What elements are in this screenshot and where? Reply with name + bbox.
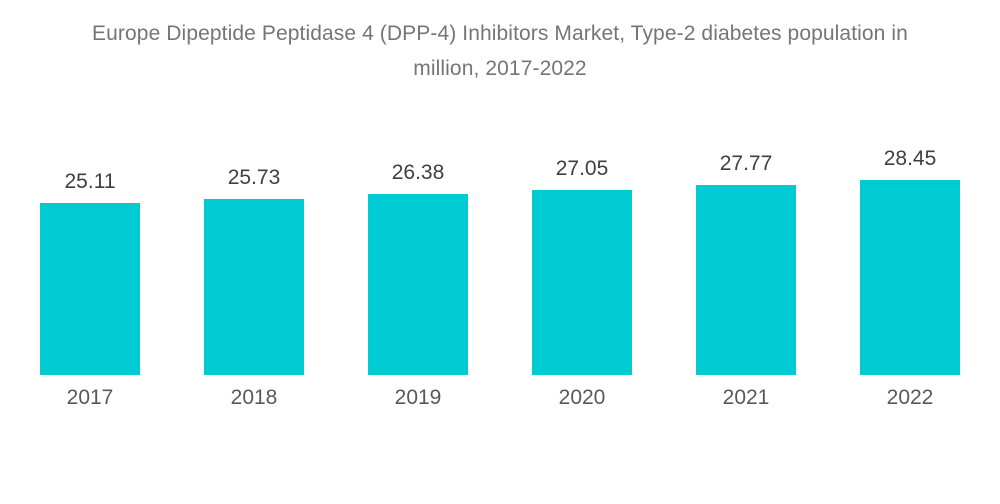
bar-column: 28.45 2022: [828, 147, 992, 410]
chart-title: Europe Dipeptide Peptidase 4 (DPP-4) Inh…: [0, 16, 1000, 86]
bar-value-label: 27.05: [555, 157, 609, 180]
bar-column: 26.38 2019: [336, 161, 500, 410]
bar: [696, 185, 796, 375]
bar-year-label: 2017: [66, 386, 114, 409]
bar-year-label: 2022: [886, 386, 934, 409]
bar-value-label: 26.38: [391, 161, 445, 184]
bar-year-label: 2018: [230, 386, 278, 409]
bar-value-label: 25.11: [64, 170, 116, 193]
bar: [860, 180, 960, 375]
bar-chart: 25.11 2017 25.73 2018 26.38 2019 27.05 2020 27.7…: [0, 147, 1000, 410]
bar: [40, 203, 140, 375]
bar-column: 27.77 2021: [664, 152, 828, 410]
bar-value-label: 25.73: [227, 166, 281, 189]
bar-year-label: 2021: [722, 386, 770, 409]
bar-value-label: 27.77: [719, 152, 773, 175]
bar-column: 25.73 2018: [172, 166, 336, 410]
bar-value-label: 28.45: [883, 147, 937, 170]
bar: [368, 194, 468, 375]
bar-column: 27.05 2020: [500, 157, 664, 410]
chart-title-line-2: million, 2017-2022: [413, 57, 587, 80]
bar-column: 25.11 2017: [8, 170, 172, 410]
bar: [532, 190, 632, 375]
bar-year-label: 2019: [394, 386, 442, 409]
bar-year-label: 2020: [558, 386, 606, 409]
chart-title-line-1: Europe Dipeptide Peptidase 4 (DPP-4) Inh…: [92, 22, 908, 45]
bar: [204, 199, 304, 375]
